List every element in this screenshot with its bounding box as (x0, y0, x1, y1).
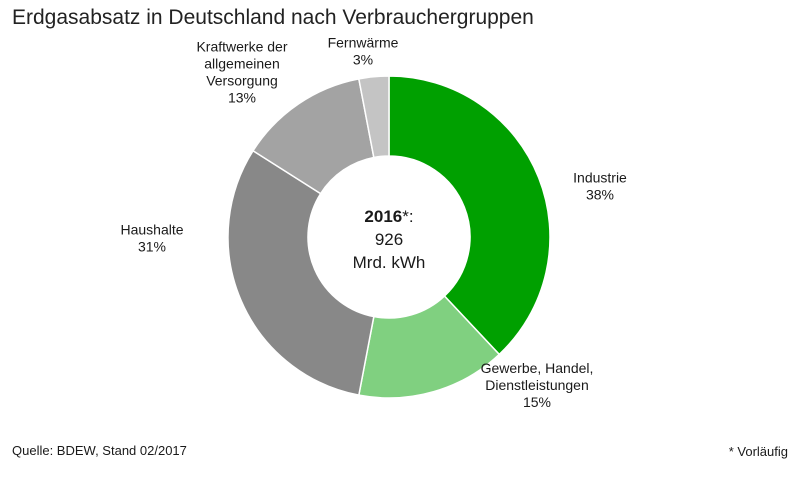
slice-percent: 38% (586, 187, 614, 203)
center-year-line: 2016*: (364, 207, 413, 226)
slice-label-3: Haushalte 31% (120, 222, 183, 255)
slice-label-line: Haushalte (120, 222, 183, 238)
slice-percent: 3% (353, 52, 373, 68)
slice-label-line: Industrie (573, 170, 627, 186)
slice-label-4: Kraftwerke der allgemeinen Versorgung 13% (196, 39, 287, 106)
slice-label-1: Industrie 38% (573, 170, 627, 203)
center-mark: *: (402, 207, 413, 226)
slice-label-5: Fernwärme 3% (328, 35, 399, 68)
center-unit: Mrd. kWh (353, 253, 426, 272)
pie-slice-5 (357, 75, 390, 159)
source-note: Quelle: BDEW, Stand 02/2017 (12, 443, 187, 458)
slice-label-line: Versorgung (206, 73, 278, 89)
footnote: * Vorläufig (728, 444, 788, 459)
slice-label-line: Dienstleistungen (485, 377, 589, 393)
pie-slice-1 (388, 75, 551, 356)
center-value: 926 (375, 230, 403, 249)
slice-label-2: Gewerbe, Handel, Dienstleistungen 15% (481, 360, 594, 410)
slice-label-line: Fernwärme (328, 35, 399, 51)
slice-percent: 31% (138, 239, 166, 255)
pie-slice-3 (227, 149, 375, 397)
slice-label-line: allgemeinen (204, 56, 280, 72)
slice-percent: 15% (523, 394, 551, 410)
chart-title: Erdgasabsatz in Deutschland nach Verbrau… (12, 6, 534, 29)
center-year: 2016 (364, 207, 402, 226)
slice-percent: 13% (228, 90, 256, 106)
slice-label-line: Gewerbe, Handel, (481, 360, 594, 376)
slice-label-line: Kraftwerke der (196, 39, 287, 55)
